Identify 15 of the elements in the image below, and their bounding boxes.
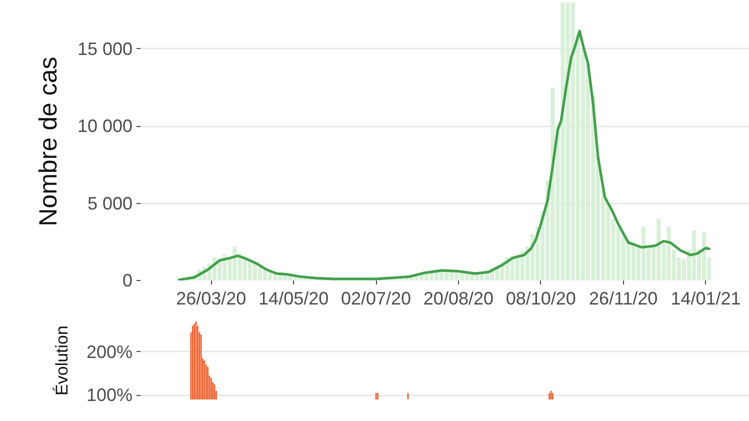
x-tick-label: 02/07/20 <box>340 288 412 308</box>
y-tick-label: 100% <box>86 385 133 406</box>
x-tick-label: 26/11/20 <box>588 288 658 308</box>
y-tick-label: 0 <box>122 270 133 290</box>
x-tick-label: 14/05/20 <box>258 288 329 308</box>
y-tick-label: 200% <box>86 342 133 362</box>
y-tick-label: 10 000 <box>77 116 133 136</box>
y-axis-title: Évolution <box>52 326 72 396</box>
x-tick-label: 08/10/20 <box>506 288 576 308</box>
y-tick-label: 15 000 <box>77 38 133 59</box>
x-tick-label: 20/08/20 <box>423 288 494 308</box>
y-tick-label: 5 000 <box>87 193 133 214</box>
x-tick-label: 14/01/21 <box>670 288 741 308</box>
y-axis-title: Nombre de cas <box>34 56 62 226</box>
x-tick-label: 26/03/20 <box>176 288 246 308</box>
